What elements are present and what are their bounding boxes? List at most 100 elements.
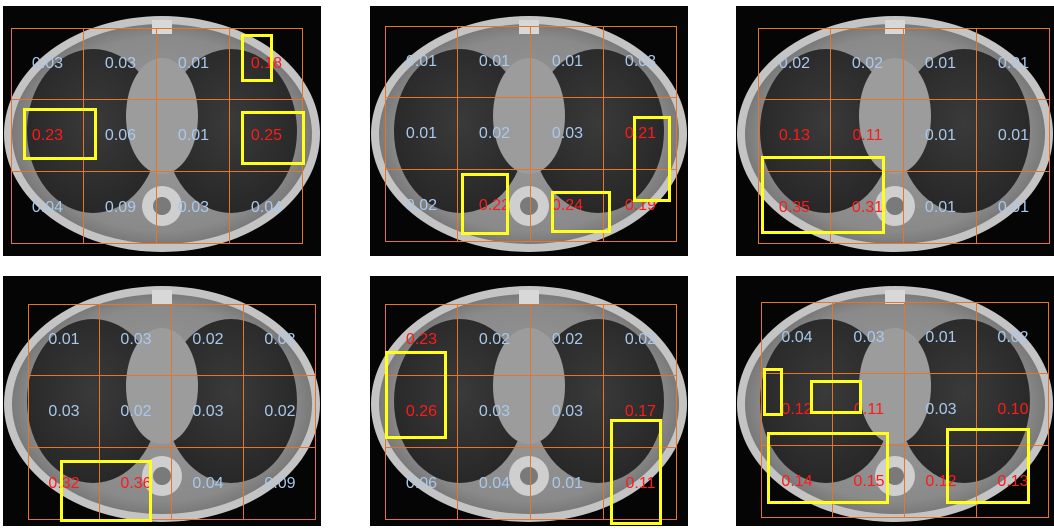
grid-cell: [531, 376, 604, 448]
grid-cell: [758, 28, 831, 100]
grid-cell: [833, 302, 905, 374]
cell-value: 0.02: [551, 331, 584, 348]
grid-cell: [531, 98, 604, 170]
cell-value: 0.01: [925, 329, 957, 346]
grid-cell: [604, 170, 677, 242]
grid-cell: [905, 446, 977, 518]
cell-value: 0.22: [478, 197, 511, 214]
highlight-box: [551, 191, 611, 233]
cell-value: 0.13: [997, 473, 1029, 490]
cell-value: 0.12: [781, 401, 813, 418]
grid-cell: [977, 28, 1050, 100]
cell-value: 0.02: [264, 403, 296, 420]
grid-cell: [905, 374, 977, 446]
grid-cell: [761, 374, 833, 446]
grid-cell: [172, 448, 244, 520]
grid-cell: [385, 448, 458, 520]
cell-value: 0.02: [851, 55, 884, 72]
grid-cell: [385, 26, 458, 98]
cell-value: 0.03: [853, 329, 885, 346]
grid-cell: [977, 446, 1049, 518]
ct-panel: 0.02 0.02 0.01 0.01 0.13 0.11 0.01 0.01 0.35 0.31…: [736, 6, 1054, 256]
cell-value: 0.01: [924, 55, 957, 72]
highlight-box: [23, 108, 97, 160]
cell-value: 0.01: [405, 53, 438, 70]
grid-cell: [244, 376, 316, 448]
cell-value: 0.02: [405, 197, 438, 214]
cell-value: 0.01: [478, 53, 511, 70]
grid-cell: [604, 304, 677, 376]
cell-value: 0.02: [997, 329, 1029, 346]
cell-value: 0.01: [48, 331, 80, 348]
grid-cell: [385, 170, 458, 242]
grid-cell: [230, 28, 303, 100]
grid-cell: [458, 26, 531, 98]
grid-cell: [84, 100, 157, 172]
grid-cell: [531, 304, 604, 376]
grid-cell: [831, 172, 904, 244]
ct-panel: 0.23 0.02 0.02 0.02 0.26 0.03 0.03 0.17 0.06 0.04…: [370, 276, 688, 526]
cell-value: 0.03: [551, 403, 584, 420]
cell-value: 0.31: [851, 199, 884, 216]
highlight-box: [767, 432, 889, 504]
cell-value: 0.01: [177, 127, 210, 144]
cell-value: 0.01: [997, 199, 1030, 216]
cell-value: 0.02: [778, 55, 811, 72]
grid-cell: [84, 172, 157, 244]
cell-value: 0.01: [924, 127, 957, 144]
grid-cell: [904, 28, 977, 100]
cell-value: 0.01: [551, 53, 584, 70]
grid-cell: [831, 28, 904, 100]
grid-cell: [458, 376, 531, 448]
cell-value: 0.03: [551, 125, 584, 142]
cell-value: 0.15: [853, 473, 885, 490]
grid-cell: [904, 172, 977, 244]
cell-value: 0.04: [192, 475, 224, 492]
cell-value: 0.02: [192, 331, 224, 348]
grid-cell: [604, 26, 677, 98]
cell-value: 0.02: [478, 125, 511, 142]
cell-value: 0.32: [48, 475, 80, 492]
grid-cell: [758, 172, 831, 244]
cell-value: 0.01: [997, 55, 1030, 72]
cell-value: 0.21: [624, 125, 657, 142]
grid-cell: [977, 100, 1050, 172]
cell-value: 0.02: [120, 403, 152, 420]
cell-value: 0.01: [997, 127, 1030, 144]
grid-cell: [11, 100, 84, 172]
cell-value: 0.03: [478, 403, 511, 420]
grid-cell: [28, 304, 100, 376]
highlight-box: [241, 111, 305, 165]
grid-cell: [604, 376, 677, 448]
ct-panel: 0.03 0.03 0.01 0.18 0.23 0.06 0.01 0.25 0.04 0.09…: [3, 6, 321, 256]
grid-cell: [458, 304, 531, 376]
grid-cell: [157, 28, 230, 100]
cell-value: 0.04: [781, 329, 813, 346]
cell-value: 0.04: [31, 199, 64, 216]
cell-value: 0.03: [264, 331, 296, 348]
grid-cell: [230, 172, 303, 244]
highlight-box: [610, 419, 662, 525]
cell-value: 0.03: [31, 55, 64, 72]
grid-cell: [385, 98, 458, 170]
grid-cell: [157, 100, 230, 172]
cell-value: 0.03: [177, 199, 210, 216]
ct-scan-image: [736, 6, 1054, 256]
cell-value: 0.11: [852, 127, 883, 144]
cell-value: 0.11: [625, 475, 656, 492]
grid-cell: [758, 100, 831, 172]
ct-panel: 0.01 0.03 0.02 0.03 0.03 0.02 0.03 0.02 0.32 0.36…: [3, 276, 321, 526]
cell-value: 0.02: [478, 331, 511, 348]
highlight-box: [633, 116, 671, 202]
grid-cell: [458, 170, 531, 242]
highlight-box: [60, 460, 152, 522]
grid-cell: [244, 448, 316, 520]
grid-cell: [84, 28, 157, 100]
grid-cell: [28, 376, 100, 448]
cell-value: 0.03: [624, 53, 657, 70]
cell-value: 0.06: [405, 475, 438, 492]
grid-cell: [833, 374, 905, 446]
grid-cell: [172, 376, 244, 448]
cell-value: 0.24: [551, 197, 584, 214]
grid-cell: [385, 376, 458, 448]
